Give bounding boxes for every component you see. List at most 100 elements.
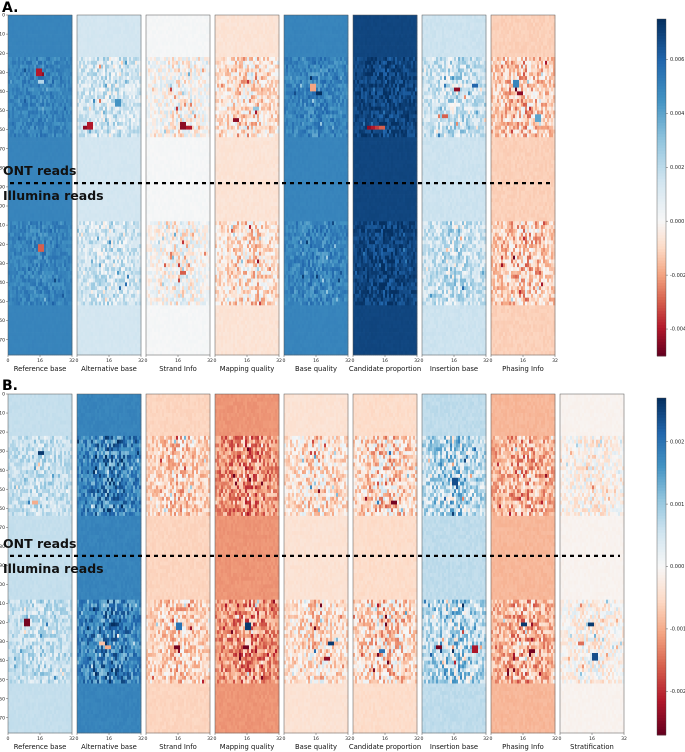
heatmap-cell — [38, 15, 40, 19]
heatmap-cell — [54, 46, 56, 50]
heatmap-cell — [30, 53, 32, 57]
heatmap-cell — [68, 65, 70, 69]
heatmap-cell — [64, 26, 66, 30]
heatmap-cell — [66, 46, 68, 50]
heatmap-cell — [18, 84, 20, 88]
heatmap-cell — [32, 38, 34, 42]
heatmap-cell — [14, 53, 16, 57]
heatmap-cell — [28, 61, 30, 65]
heatmap-cell — [30, 76, 32, 80]
heatmap-cell — [30, 49, 32, 53]
heatmap-cell — [50, 57, 52, 61]
heatmap-cell — [16, 68, 18, 72]
heatmap-cell — [42, 72, 44, 76]
heatmap-cell — [26, 68, 28, 72]
heatmap-cell — [42, 26, 44, 30]
heatmap-cell — [62, 65, 64, 69]
heatmap-cell — [28, 42, 30, 46]
heatmap-cell — [32, 19, 34, 23]
heatmap-cell — [56, 23, 58, 27]
heatmap-cell — [46, 23, 48, 27]
heatmap-cell — [54, 49, 56, 53]
heatmap-cell — [44, 34, 46, 38]
heatmap-cell — [18, 57, 20, 61]
heatmap-cell — [68, 49, 70, 53]
heatmap-cell — [62, 80, 64, 84]
heatmap-cell — [34, 84, 36, 88]
heatmap-cell — [34, 26, 36, 30]
heatmap-cell — [60, 84, 62, 88]
heatmap-cell — [46, 49, 48, 53]
heatmap-cell — [24, 80, 26, 84]
heatmap-cell — [20, 15, 22, 19]
heatmap-cell — [20, 68, 22, 72]
heatmap-cell — [24, 84, 26, 88]
heatmap-cell — [62, 61, 64, 65]
heatmap-cell — [42, 34, 44, 38]
heatmap-cell — [66, 61, 68, 65]
heatmap-cell — [8, 34, 10, 38]
heatmap-cell — [56, 84, 58, 88]
heatmap-cell — [10, 38, 12, 42]
heatmap-cell — [50, 42, 52, 46]
heatmap-cell — [66, 72, 68, 76]
heatmap-cell — [18, 42, 20, 46]
heatmap-cell — [52, 26, 54, 30]
heatmap-cell — [54, 68, 56, 72]
heatmap-cell — [34, 68, 36, 72]
heatmap-cell — [52, 34, 54, 38]
heatmap-cell — [22, 65, 24, 69]
heatmap-cell — [30, 61, 32, 65]
heatmap-cell — [66, 68, 68, 72]
heatmap-cell — [60, 34, 62, 38]
heatmap-cell — [20, 53, 22, 57]
heatmap-cell — [38, 19, 40, 23]
heatmap-cell — [50, 30, 52, 34]
heatmap-cell — [30, 46, 32, 50]
heatmap-cell — [56, 53, 58, 57]
heatmap-cell — [38, 68, 40, 72]
heatmap-cell — [32, 65, 34, 69]
heatmap-cell — [26, 76, 28, 80]
heatmap-cell — [58, 84, 60, 88]
heatmap-cell — [56, 19, 58, 23]
heatmap-cell — [48, 46, 50, 50]
heatmap-cell — [40, 30, 42, 34]
heatmap-cell — [66, 26, 68, 30]
heatmap-cell — [42, 38, 44, 42]
heatmap-cell — [16, 76, 18, 80]
heatmap-cell — [10, 19, 12, 23]
heatmap-cell — [52, 76, 54, 80]
heatmap-cell — [44, 15, 46, 19]
heatmap-cell — [24, 53, 26, 57]
heatmap-cell — [34, 42, 36, 46]
heatmap-cell — [50, 68, 52, 72]
heatmap-cell — [44, 61, 46, 65]
heatmap-cell — [34, 46, 36, 50]
heatmap-cell — [14, 46, 16, 50]
heatmap-cell — [28, 65, 30, 69]
heatmap-cell — [36, 46, 38, 50]
heatmap-cell — [66, 30, 68, 34]
heatmap-cell — [10, 84, 12, 88]
heatmap-cell — [20, 38, 22, 42]
heatmap-cell — [52, 42, 54, 46]
heatmap-cell — [22, 72, 24, 76]
heatmap-cell — [38, 30, 40, 34]
heatmap-cell — [64, 57, 66, 61]
heatmap-cell — [10, 42, 12, 46]
heatmap-cell — [16, 26, 18, 30]
heatmap-cell — [8, 88, 10, 92]
heatmap-cell — [34, 30, 36, 34]
heatmap-cell — [34, 80, 36, 84]
heatmap-cell — [58, 49, 60, 53]
heatmap-cell — [22, 53, 24, 57]
heatmap-cell — [12, 65, 14, 69]
heatmap-cell — [48, 15, 50, 19]
heatmap-cell — [42, 49, 44, 53]
heatmap-cell — [64, 68, 66, 72]
heatmap-cell — [60, 30, 62, 34]
heatmap-cell — [24, 68, 26, 72]
heatmap-cell — [62, 30, 64, 34]
heatmap-cell — [22, 80, 24, 84]
